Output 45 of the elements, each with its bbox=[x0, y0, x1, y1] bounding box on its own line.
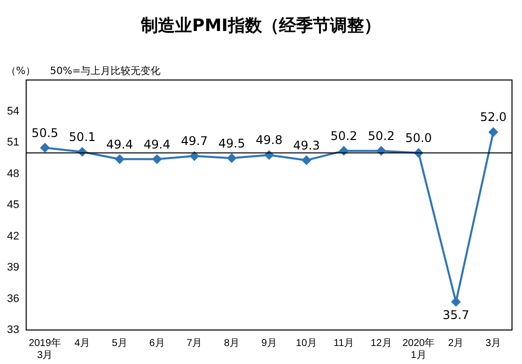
data-label: 50.5 bbox=[32, 126, 58, 140]
x-tick-label: 2月 bbox=[448, 338, 464, 349]
point bbox=[451, 297, 460, 306]
chart-title: 制造业PMI指数（经季节调整） bbox=[140, 15, 382, 37]
point bbox=[488, 128, 498, 137]
x-tick-label: 11月 bbox=[334, 338, 354, 349]
x-tick-label: 8月 bbox=[224, 338, 240, 349]
point bbox=[40, 143, 50, 152]
y-tick-label: 36 bbox=[6, 292, 20, 305]
point bbox=[152, 154, 162, 164]
data-label: 50.0 bbox=[405, 131, 432, 146]
data-label: 49.8 bbox=[256, 133, 282, 148]
data-label: 49.3 bbox=[293, 138, 320, 152]
x-tick-label: 12月 bbox=[370, 338, 392, 349]
data-label: 50.1 bbox=[68, 130, 96, 144]
x-tick-label: 5月 bbox=[112, 338, 128, 349]
x-tick-label: 2019年 3月 bbox=[28, 336, 62, 361]
point bbox=[115, 154, 124, 164]
x-tick-label: 7月 bbox=[186, 338, 202, 349]
y-tick-label: 48 bbox=[6, 168, 20, 180]
data-label: 49.4 bbox=[106, 137, 134, 152]
x-tick-label: 6月 bbox=[149, 338, 165, 349]
y-tick-label: 39 bbox=[6, 262, 20, 274]
y-tick-label: 54 bbox=[6, 105, 20, 118]
text: 50%=与上月比较无变化 bbox=[50, 64, 161, 78]
x-tick-label: 10月 bbox=[296, 338, 318, 349]
x-tick-label: 4月 bbox=[74, 338, 90, 349]
data-label: 35.7 bbox=[442, 308, 470, 322]
y-tick-label: 51 bbox=[6, 136, 20, 149]
point bbox=[302, 156, 311, 165]
data-label: 49.4 bbox=[144, 137, 170, 152]
x-tick-label: 2020年 1月 bbox=[402, 336, 435, 361]
data-label: 50.2 bbox=[368, 128, 395, 143]
point bbox=[190, 152, 199, 161]
x-tick-label: 3月 bbox=[486, 338, 502, 349]
y-tick-label: 42 bbox=[6, 230, 20, 242]
data-label: 49.7 bbox=[181, 134, 208, 148]
data-label: 52.0 bbox=[480, 110, 507, 124]
y-tick-label: 33 bbox=[6, 324, 20, 336]
y-tick-label: 45 bbox=[6, 199, 20, 212]
data-label: 50.2 bbox=[330, 128, 358, 143]
x-tick-label: 9月 bbox=[261, 338, 277, 349]
y-axis-title: （%） bbox=[6, 65, 36, 78]
point bbox=[227, 154, 236, 163]
data-label: 49.5 bbox=[218, 136, 246, 150]
